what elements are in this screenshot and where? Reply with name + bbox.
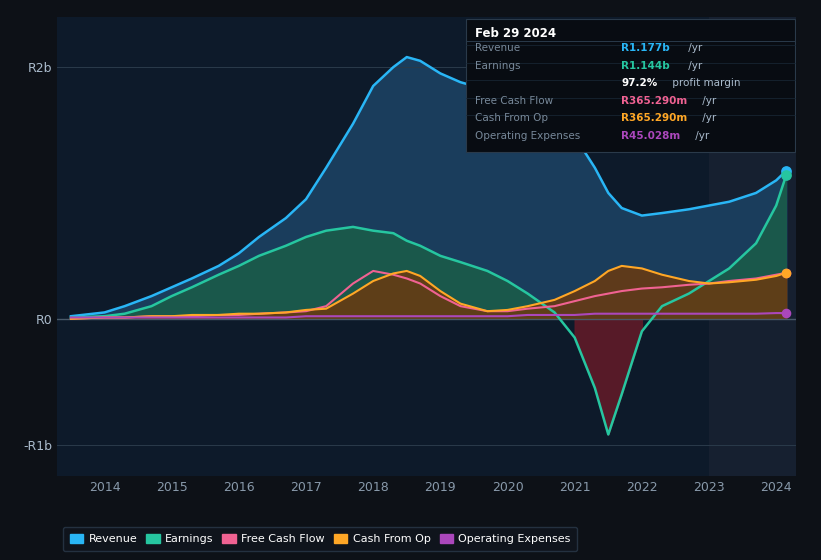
Text: R365.290m: R365.290m	[621, 113, 687, 123]
Point	[780, 170, 793, 179]
Text: /yr: /yr	[686, 61, 703, 71]
Text: Operating Expenses: Operating Expenses	[475, 130, 580, 141]
Text: R1.177b: R1.177b	[621, 44, 670, 53]
Text: 97.2%: 97.2%	[621, 78, 658, 88]
Text: Free Cash Flow: Free Cash Flow	[475, 96, 553, 106]
Text: Feb 29 2024: Feb 29 2024	[475, 27, 556, 40]
Text: R365.290m: R365.290m	[621, 96, 687, 106]
Text: /yr: /yr	[692, 130, 709, 141]
Text: R45.028m: R45.028m	[621, 130, 681, 141]
Text: R1.144b: R1.144b	[621, 61, 670, 71]
Text: Revenue: Revenue	[475, 44, 520, 53]
Text: Earnings: Earnings	[475, 61, 521, 71]
Bar	[709, 17, 796, 476]
Text: /yr: /yr	[686, 44, 703, 53]
Point	[780, 309, 793, 318]
Point	[780, 166, 793, 175]
FancyBboxPatch shape	[466, 19, 795, 152]
Point	[780, 268, 793, 277]
Text: profit margin: profit margin	[669, 78, 741, 88]
Legend: Revenue, Earnings, Free Cash Flow, Cash From Op, Operating Expenses: Revenue, Earnings, Free Cash Flow, Cash …	[63, 527, 577, 551]
Text: Cash From Op: Cash From Op	[475, 113, 548, 123]
Text: /yr: /yr	[699, 113, 717, 123]
Point	[780, 268, 793, 277]
Text: /yr: /yr	[699, 96, 717, 106]
